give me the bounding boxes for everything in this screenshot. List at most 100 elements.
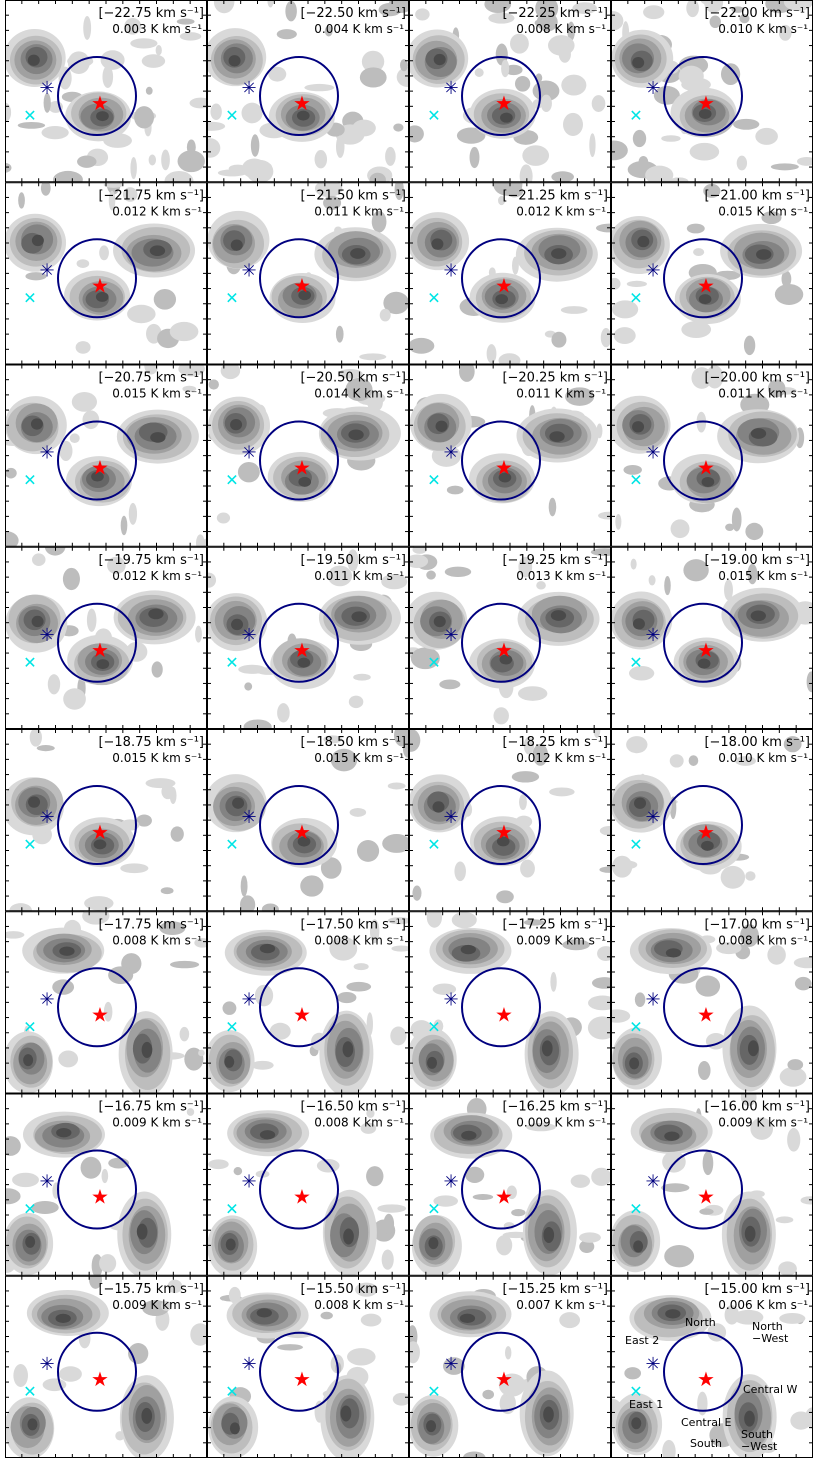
emission-blob (550, 972, 557, 992)
emission-contour (230, 239, 243, 251)
emission-contours (5, 1275, 207, 1458)
emission-blob (444, 566, 472, 578)
emission-blob (76, 259, 90, 268)
emission-blob (160, 887, 174, 895)
noise-label: 0.009 K km s⁻¹ (516, 1116, 606, 1130)
emission-blob (599, 866, 611, 873)
emission-blob (699, 1208, 714, 1215)
asterisk-icon: ✳ (443, 807, 458, 828)
star-icon: ★ (91, 1185, 109, 1209)
emission-blob (99, 1254, 117, 1273)
noise-label: 0.012 K km s⁻¹ (516, 751, 606, 765)
emission-blob (91, 1254, 103, 1276)
emission-blob (697, 1391, 708, 1416)
channel-panel: ★ ✳✕ [−17.75 km s⁻¹]0.008 K km s⁻¹ (5, 911, 207, 1094)
asterisk-icon: ✳ (241, 1172, 256, 1193)
velocity-label: [−22.25 km s⁻¹] (502, 6, 608, 21)
emission-blob (108, 190, 116, 211)
cross-icon: ✕ (23, 1017, 36, 1036)
emission-blob (41, 126, 69, 140)
emission-blob (558, 45, 571, 63)
emission-contour (701, 476, 715, 487)
emission-blob (5, 102, 12, 123)
emission-blob (493, 707, 509, 725)
velocity-label: [−20.75 km s⁻¹] (98, 371, 204, 386)
emission-blob (702, 1151, 714, 1176)
velocity-label: [−15.25 km s⁻¹] (502, 1282, 608, 1297)
emission-blob (794, 976, 812, 991)
emission-blob (579, 1232, 601, 1243)
emission-blob (43, 92, 51, 113)
emission-blob (349, 808, 367, 817)
emission-blob (630, 558, 637, 570)
emission-blob (510, 33, 529, 54)
emission-contour (632, 618, 645, 630)
velocity-label: [−17.50 km s⁻¹] (300, 917, 406, 932)
emission-blob (387, 782, 406, 790)
emission-blob (169, 960, 200, 969)
emission-blob (617, 860, 638, 870)
emission-blob (353, 673, 371, 681)
noise-label: 0.009 K km s⁻¹ (112, 1116, 202, 1130)
emission-contour (500, 112, 513, 123)
noise-label: 0.011 K km s⁻¹ (718, 387, 808, 401)
emission-contour (634, 797, 647, 809)
emission-blob (323, 195, 342, 210)
star-icon: ★ (91, 273, 109, 297)
asterisk-icon: ✳ (443, 1354, 458, 1375)
emission-blob (314, 150, 328, 169)
emission-blob (254, 984, 274, 1007)
channel-panel: ★ ✳✕ [−21.25 km s⁻¹]0.012 K km s⁻¹ (409, 182, 611, 365)
channel-panel: ★ ✳✕ [−17.25 km s⁻¹]0.009 K km s⁻¹ (409, 911, 611, 1094)
emission-contours (5, 546, 202, 710)
emission-contour (96, 659, 110, 670)
emission-blob (745, 522, 764, 541)
emission-blob (611, 140, 628, 161)
emission-blob (71, 392, 97, 412)
emission-contour (631, 1417, 642, 1430)
emission-blob (58, 66, 72, 90)
emission-blob (410, 647, 440, 670)
emission-blob (703, 183, 721, 198)
emission-blob (783, 0, 813, 12)
emission-blob (124, 17, 142, 35)
noise-label: 0.015 K km s⁻¹ (112, 751, 202, 765)
emission-blob (579, 1240, 595, 1253)
asterisk-icon: ✳ (443, 260, 458, 281)
emission-blob (412, 546, 427, 554)
emission-contours (207, 0, 409, 183)
emission-contour (750, 428, 767, 439)
emission-blob (613, 327, 636, 345)
asterisk-icon: ✳ (241, 625, 256, 646)
channel-panel: ★ ✳✕ [−16.75 km s⁻¹]0.009 K km s⁻¹ (5, 1093, 207, 1276)
emission-blob (628, 665, 655, 681)
star-icon: ★ (293, 1185, 311, 1209)
emission-blob (58, 1050, 79, 1068)
emission-contour (665, 948, 682, 958)
emission-blob (598, 511, 611, 520)
asterisk-icon: ✳ (39, 989, 54, 1010)
emission-contours (411, 1097, 611, 1276)
channel-panel: ★ ✳✕ [−19.25 km s⁻¹]0.013 K km s⁻¹ (409, 546, 611, 729)
emission-blob (600, 328, 611, 348)
emission-contour (664, 1131, 680, 1141)
emission-blob (426, 911, 443, 928)
emission-blob (454, 861, 466, 882)
emission-blob (127, 304, 156, 324)
aperture-circle (663, 56, 743, 136)
emission-contour (697, 658, 711, 669)
asterisk-icon: ✳ (645, 78, 660, 99)
emission-blob (567, 21, 575, 41)
emission-blob (12, 1172, 39, 1188)
emission-blob (304, 83, 335, 92)
emission-blob (5, 1136, 21, 1156)
emission-contour (433, 615, 446, 628)
star-icon: ★ (495, 273, 513, 297)
emission-contour (747, 1040, 759, 1057)
emission-contours (5, 364, 207, 547)
cross-icon: ✕ (23, 106, 36, 125)
emission-blob (724, 579, 733, 601)
emission-contours (409, 0, 606, 183)
emission-blob (159, 921, 186, 936)
noise-label: 0.015 K km s⁻¹ (112, 387, 202, 401)
